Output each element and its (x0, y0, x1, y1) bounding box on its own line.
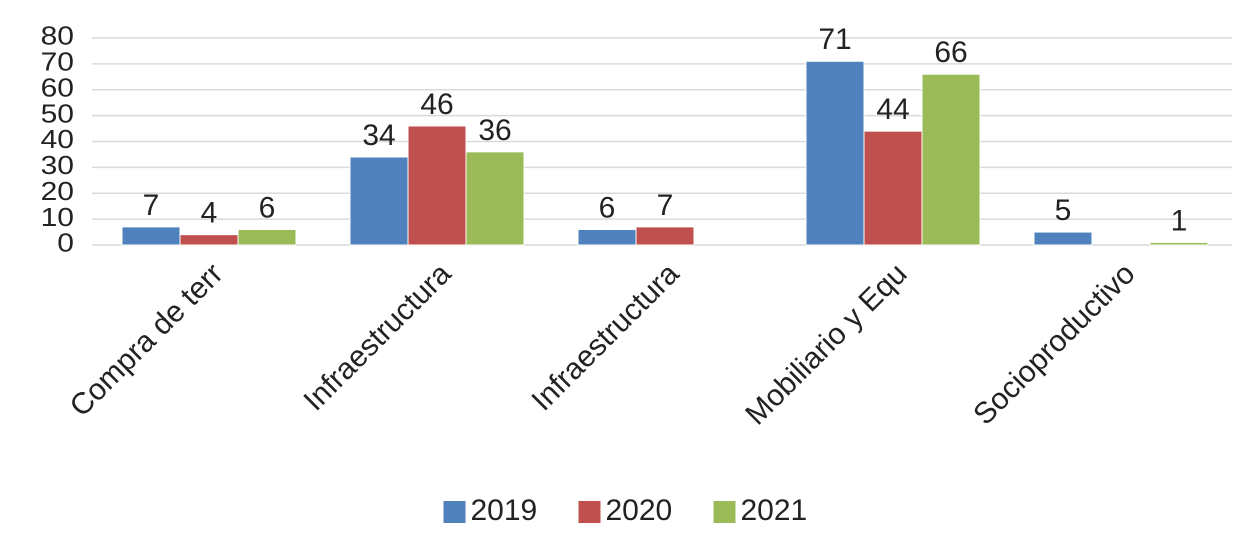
bar (237, 228, 297, 246)
data-label: 1 (1171, 204, 1188, 237)
bar (635, 226, 695, 246)
bar (921, 73, 981, 246)
y-tick-label: 40 (41, 125, 74, 153)
y-tick-label: 0 (57, 229, 74, 257)
data-label: 44 (876, 93, 909, 126)
data-label: 7 (143, 189, 160, 222)
bar (465, 151, 525, 246)
data-label: 36 (478, 114, 511, 147)
y-tick-label: 20 (41, 177, 74, 205)
y-tick-label: 60 (41, 74, 74, 102)
legend-label: 2020 (606, 494, 673, 527)
x-tick-label: Socioproductivo (967, 257, 1141, 431)
bar (179, 234, 239, 246)
x-tick-label: Infraestructura (525, 257, 685, 417)
x-tick-label: Compra de terr (64, 257, 230, 423)
x-tick-label: Infraestructura (297, 257, 457, 417)
data-label: 46 (420, 88, 453, 121)
y-tick-label: 50 (41, 99, 74, 127)
x-tick-label: Mobiliario y Equ (739, 257, 913, 431)
legend-swatch (578, 501, 601, 523)
bar (1033, 231, 1093, 246)
data-label: 66 (934, 36, 967, 69)
y-tick-label: 80 (41, 22, 74, 50)
bar (349, 156, 409, 246)
data-label: 7 (657, 189, 674, 222)
data-label: 4 (201, 197, 218, 230)
legend-swatch (443, 501, 466, 523)
legend-swatch (713, 501, 736, 523)
y-tick-label: 30 (41, 151, 74, 179)
legend-label: 2019 (471, 494, 538, 527)
bar (407, 125, 467, 246)
data-label: 34 (362, 119, 395, 152)
bar (121, 226, 181, 246)
y-tick-label: 70 (41, 48, 74, 76)
bar (577, 228, 637, 246)
legend-label: 2021 (741, 494, 808, 527)
bar (863, 130, 923, 246)
data-label: 71 (818, 23, 851, 56)
data-label: 6 (259, 191, 276, 224)
data-label: 5 (1055, 194, 1072, 227)
bar (1149, 241, 1209, 246)
y-tick-label: 10 (41, 203, 74, 231)
bar (805, 60, 865, 246)
data-label: 6 (599, 191, 616, 224)
